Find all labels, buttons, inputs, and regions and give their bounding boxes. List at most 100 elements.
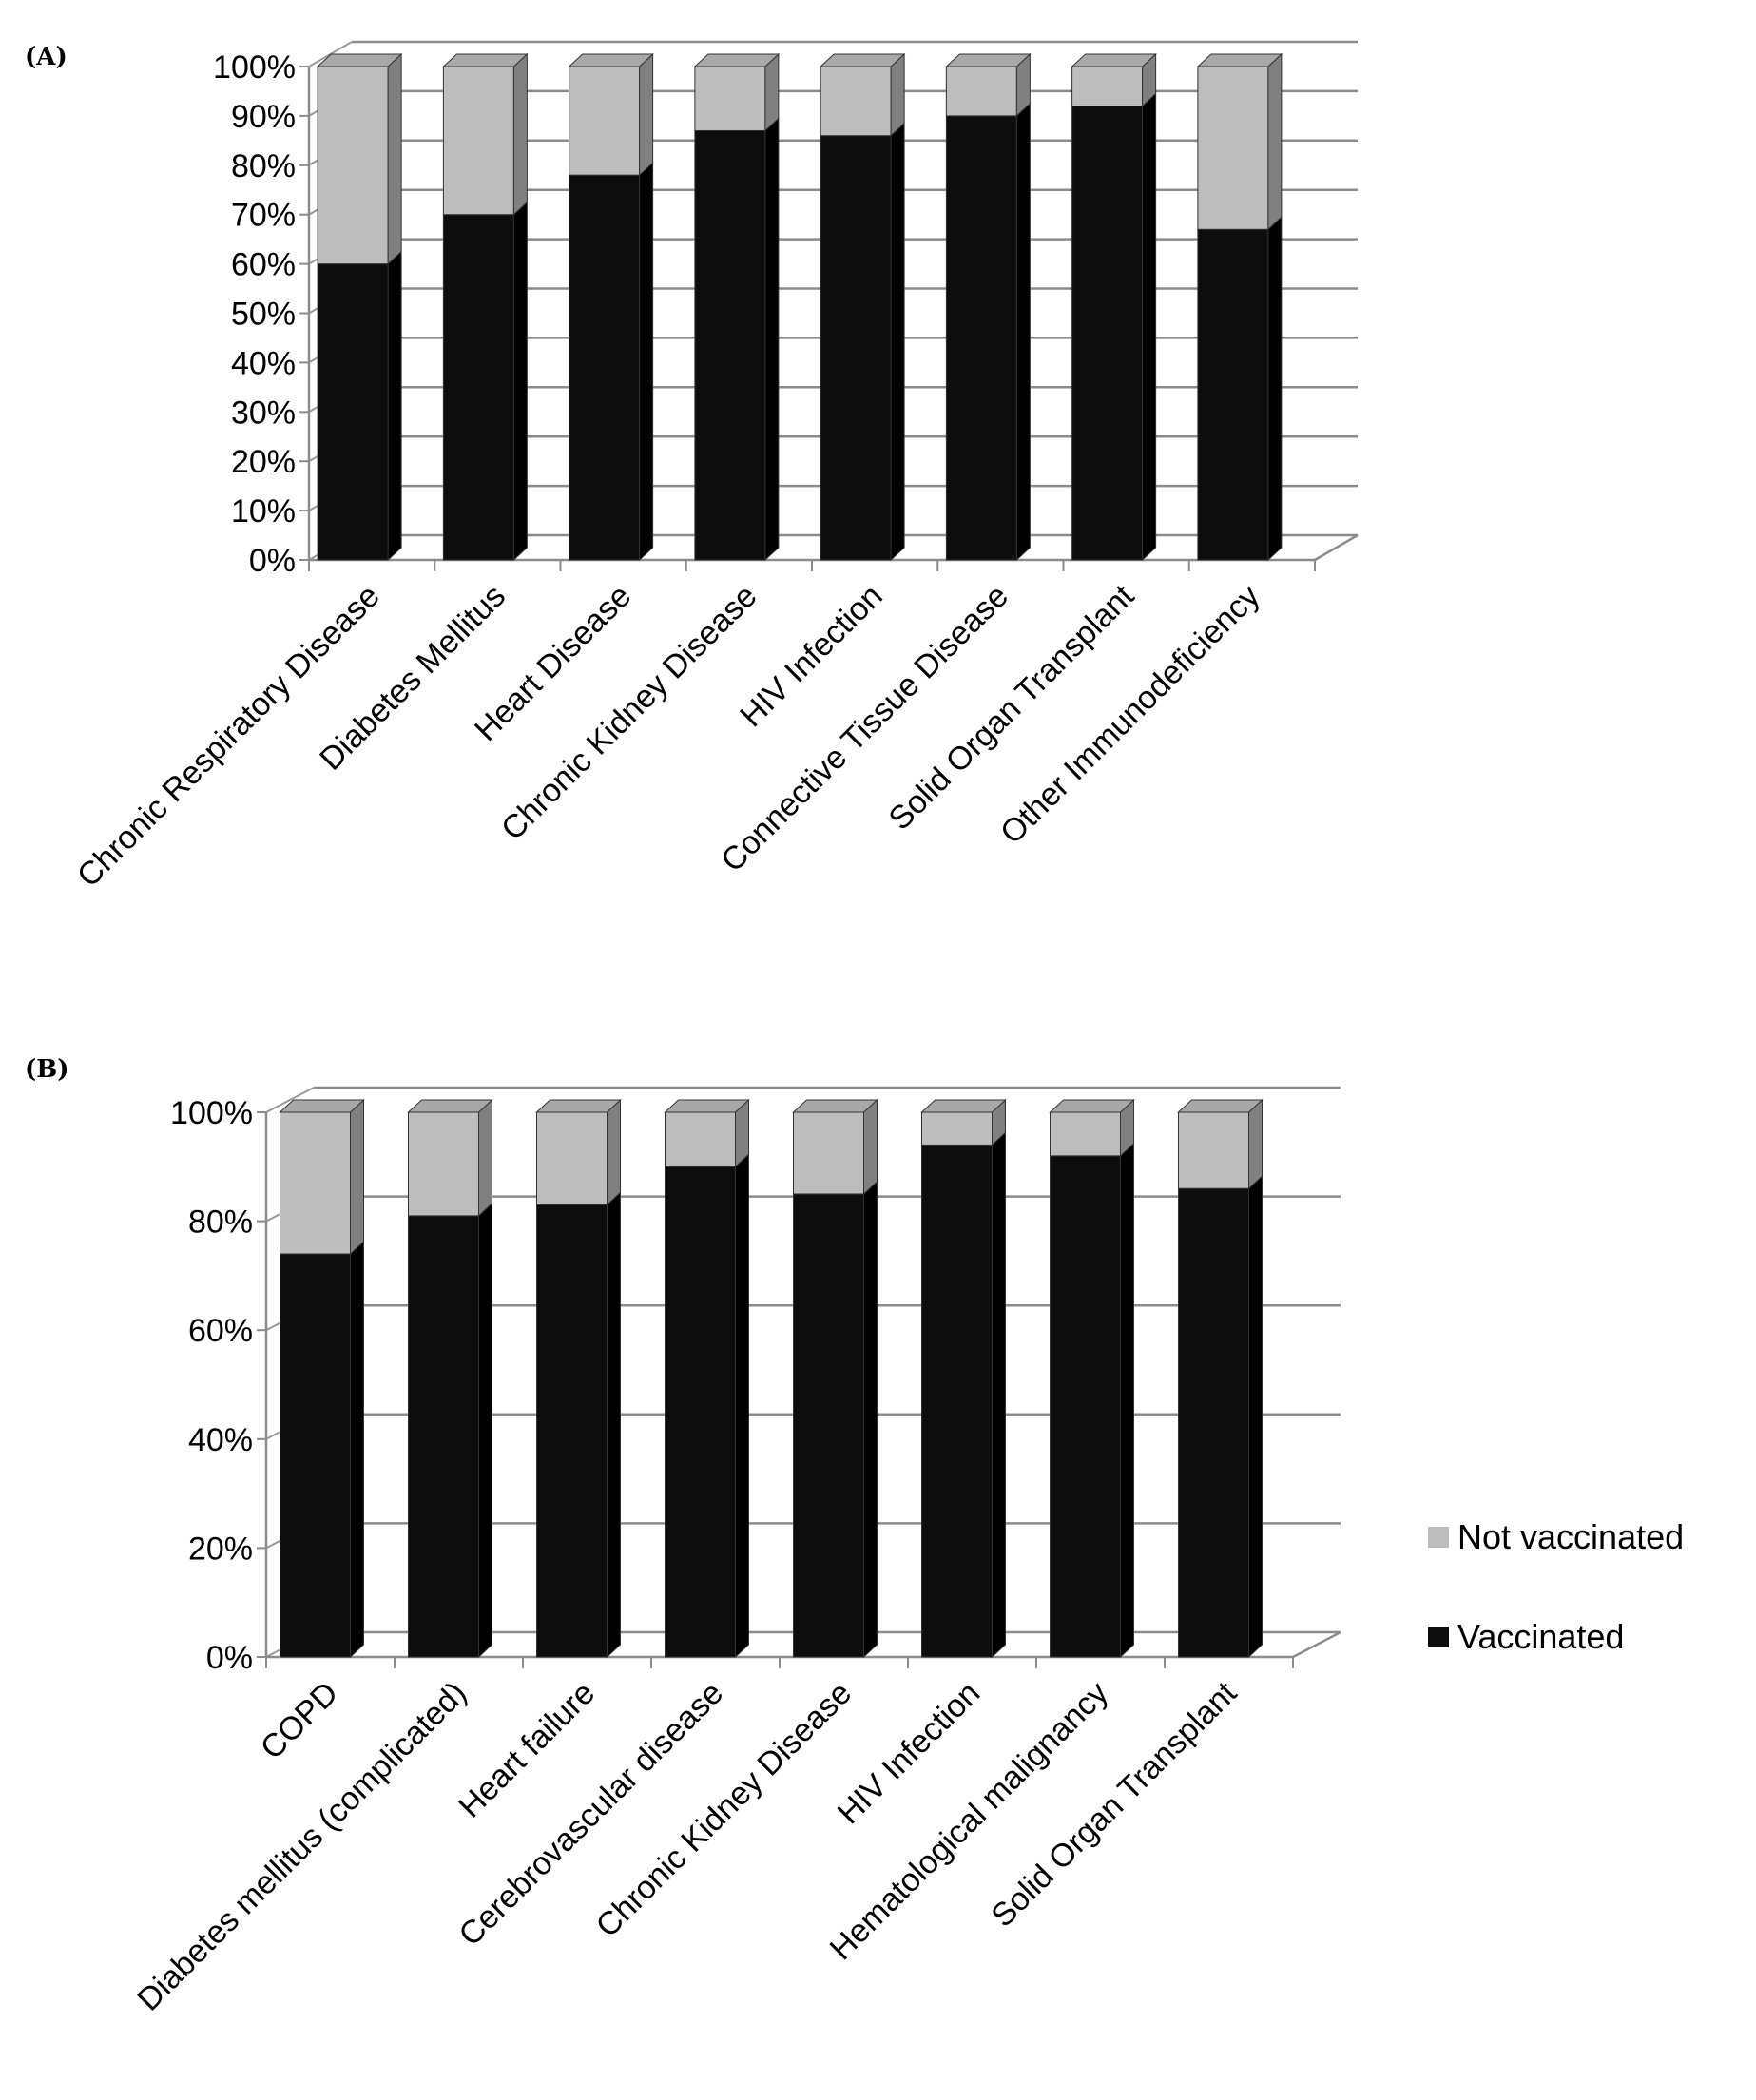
y-tick-label: 100% xyxy=(170,1095,253,1131)
bar-stack xyxy=(819,52,906,562)
bar-stack xyxy=(442,52,529,562)
y-tick-label: 60% xyxy=(231,247,296,283)
bar-vaccinated-side xyxy=(607,1191,621,1659)
y-tick-label: 60% xyxy=(188,1313,253,1349)
bar-not-vaccinated-side xyxy=(863,1098,878,1196)
bar-vaccinated-side xyxy=(764,117,780,562)
bar-top-cap xyxy=(945,53,1032,67)
bar-not-vaccinated xyxy=(793,1111,864,1195)
floor-right-edge xyxy=(1314,533,1359,562)
bar-vaccinated-side xyxy=(512,201,528,562)
bar-not-vaccinated xyxy=(694,66,766,131)
x-category-label: Solid Organ Transplant xyxy=(882,577,1142,837)
bar-vaccinated-side xyxy=(992,1131,1006,1659)
bar-top-cap xyxy=(920,1099,1007,1113)
bar-vaccinated-side xyxy=(1142,92,1157,562)
bar-not-vaccinated-side xyxy=(1267,52,1283,231)
bar-top-cap xyxy=(1071,53,1157,67)
bar-top-cap xyxy=(1049,1099,1135,1113)
bar-top-cap xyxy=(535,1099,622,1113)
bar-top-cap xyxy=(1196,53,1283,67)
bar-not-vaccinated xyxy=(442,66,514,216)
bar-not-vaccinated xyxy=(536,1111,608,1205)
bar-vaccinated-side xyxy=(387,250,402,562)
y-tick-label: 90% xyxy=(231,99,296,135)
y-tick-label: 80% xyxy=(188,1204,253,1241)
bar-not-vaccinated xyxy=(280,1111,351,1255)
bar-top-cap xyxy=(407,1099,493,1113)
bar-top-cap xyxy=(664,1099,750,1113)
bar-not-vaccinated-side xyxy=(350,1098,364,1256)
bar-vaccinated-side xyxy=(890,122,905,562)
panel-b-y-tick-labels: 0% 20% 40% 60% 80% 100% xyxy=(170,1095,1294,1676)
y-tick-label: 80% xyxy=(231,148,296,184)
bar-stack xyxy=(1049,1098,1135,1659)
bar-stack xyxy=(535,1098,622,1659)
bar-vaccinated xyxy=(945,115,1017,561)
y-tick-label: 70% xyxy=(231,198,296,234)
legend: Not vaccinated Vaccinated xyxy=(1428,1517,1684,1656)
bar-not-vaccinated-side xyxy=(764,52,780,132)
bar-vaccinated-side xyxy=(735,1153,749,1659)
x-category-label: Chronic Kidney Disease xyxy=(589,1675,859,1944)
bar-not-vaccinated xyxy=(569,66,641,176)
bar-not-vaccinated-side xyxy=(639,52,654,177)
bar-vaccinated xyxy=(921,1144,993,1658)
bar-not-vaccinated-side xyxy=(387,52,402,265)
bar-top-cap xyxy=(316,53,403,67)
y-tick-label: 100% xyxy=(213,49,296,86)
bar-top-cap xyxy=(442,53,529,67)
bar-vaccinated xyxy=(442,214,514,561)
bar-stack xyxy=(1196,52,1283,562)
bar-not-vaccinated xyxy=(408,1111,479,1217)
panel-b-label: (B) xyxy=(25,1055,69,1084)
bar-vaccinated xyxy=(820,135,892,561)
bar-not-vaccinated-side xyxy=(607,1098,621,1206)
bar-stack xyxy=(316,52,403,562)
bar-top-cap xyxy=(819,53,906,67)
bar-not-vaccinated-side xyxy=(890,52,905,137)
y-tick-label: 20% xyxy=(231,444,296,480)
bar-not-vaccinated xyxy=(1071,66,1144,107)
bar-stack xyxy=(279,1098,365,1659)
y-tick-label: 0% xyxy=(206,1640,253,1676)
bar-vaccinated xyxy=(665,1166,736,1658)
bar-not-vaccinated xyxy=(820,66,892,137)
bar-stack xyxy=(568,52,654,562)
bar-not-vaccinated xyxy=(665,1111,736,1167)
bar-vaccinated-side xyxy=(863,1180,878,1659)
x-category-label: Cerebrovascular disease xyxy=(452,1675,730,1954)
bar-not-vaccinated xyxy=(1197,66,1269,230)
bar-vaccinated xyxy=(1178,1187,1249,1658)
bar-vaccinated-side xyxy=(350,1240,364,1659)
bar-vaccinated-side xyxy=(1120,1142,1134,1659)
bar-vaccinated xyxy=(1197,228,1269,561)
bar-top-cap xyxy=(1177,1099,1264,1113)
bar-stack xyxy=(1071,52,1157,562)
y-tick-label: 10% xyxy=(231,493,296,530)
bar-not-vaccinated-side xyxy=(512,52,528,216)
bar-not-vaccinated xyxy=(1178,1111,1249,1189)
x-category-label: Chronic Kidney Disease xyxy=(494,578,763,847)
bar-not-vaccinated xyxy=(317,66,389,265)
bar-top-cap xyxy=(693,53,781,67)
bar-vaccinated xyxy=(569,174,641,561)
bar-stack xyxy=(407,1098,493,1659)
bar-vaccinated-side xyxy=(1248,1175,1263,1659)
bar-stack xyxy=(664,1098,750,1659)
x-category-label: Solid Organ Transplant xyxy=(984,1674,1244,1934)
y-tick-label: 20% xyxy=(188,1531,253,1567)
legend-label-vaccinated: Vaccinated xyxy=(1457,1617,1624,1656)
panel-a-label: (A) xyxy=(25,43,68,71)
bar-vaccinated xyxy=(694,129,766,561)
legend-swatch-vaccinated xyxy=(1428,1627,1449,1647)
panel-b-bars xyxy=(279,1098,1264,1659)
x-category-label: Other Immunodeficiency xyxy=(994,578,1266,851)
legend-swatch-not-vaccinated xyxy=(1428,1527,1449,1548)
bar-not-vaccinated xyxy=(921,1111,993,1146)
bar-vaccinated xyxy=(1050,1155,1121,1658)
panel-a-bars xyxy=(316,52,1283,562)
